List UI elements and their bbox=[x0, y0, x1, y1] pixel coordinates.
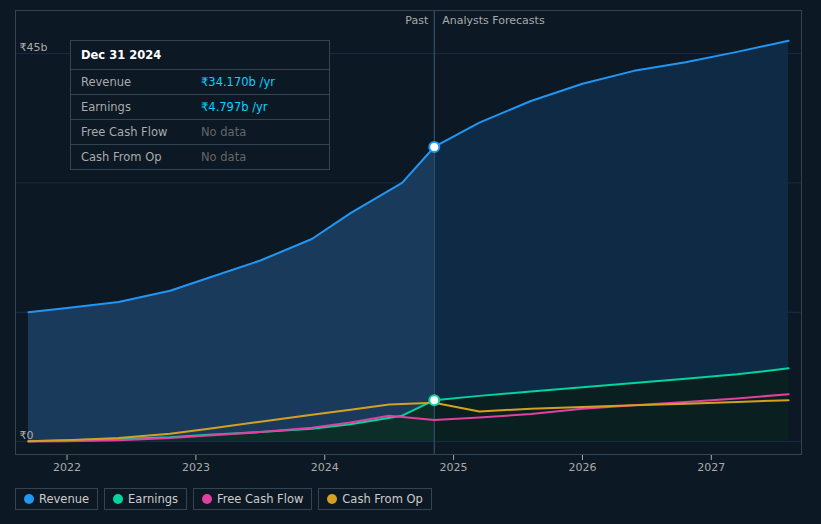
html-text:₹4.797b /yr: ₹4.797b /yr bbox=[201, 100, 268, 114]
svg-text:2024: 2024 bbox=[311, 461, 339, 474]
html-text:Revenue: Revenue bbox=[39, 492, 90, 506]
html-text:Free Cash Flow: Free Cash Flow bbox=[217, 492, 304, 506]
svg-text:2022: 2022 bbox=[53, 461, 81, 474]
html-text:Earnings: Earnings bbox=[128, 492, 178, 506]
svg-text:2025: 2025 bbox=[440, 461, 468, 474]
svg-text:Analysts Forecasts: Analysts Forecasts bbox=[442, 14, 545, 27]
svg-text:₹45b: ₹45b bbox=[20, 41, 48, 54]
html-text:₹34.170b /yr: ₹34.170b /yr bbox=[201, 75, 275, 89]
html-text:Cash From Op: Cash From Op bbox=[342, 492, 423, 506]
html-text:Cash From Op: Cash From Op bbox=[81, 150, 162, 164]
html-text:Revenue: Revenue bbox=[81, 75, 132, 89]
svg-text:2027: 2027 bbox=[697, 461, 725, 474]
html-text:Dec 31 2024: Dec 31 2024 bbox=[81, 48, 162, 62]
html-text:Earnings: Earnings bbox=[81, 100, 131, 114]
svg-text:₹0: ₹0 bbox=[20, 429, 34, 442]
html-text:Free Cash Flow: Free Cash Flow bbox=[81, 125, 168, 139]
svg-text:2023: 2023 bbox=[182, 461, 210, 474]
svg-text:2026: 2026 bbox=[568, 461, 596, 474]
html-text:No data: No data bbox=[201, 125, 247, 139]
svg-text:Past: Past bbox=[405, 14, 429, 27]
html-text:No data: No data bbox=[201, 150, 247, 164]
